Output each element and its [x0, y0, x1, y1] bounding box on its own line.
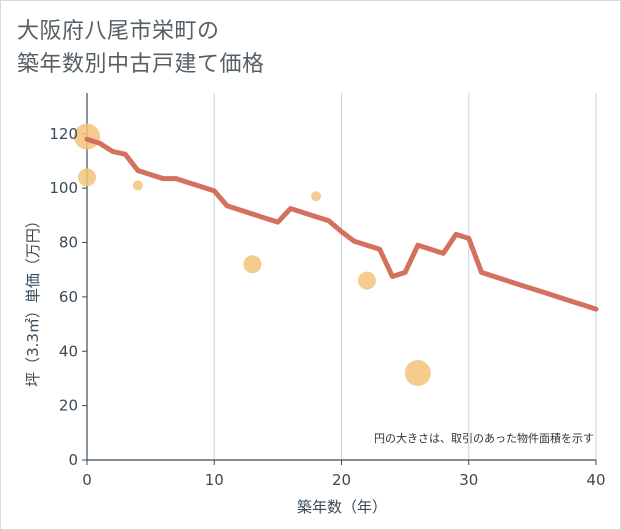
chart-title: 大阪府八尾市栄町の 築年数別中古戸建て価格 [17, 15, 265, 81]
y-tick-label-40: 40 [59, 342, 78, 360]
grid-lines [213, 93, 597, 460]
x-tick-label-10: 10 [205, 471, 224, 489]
y-tick-label-0: 0 [68, 451, 78, 469]
price-trend-line [84, 136, 599, 312]
axes [82, 93, 597, 465]
x-axis-label: 築年数（年） [297, 498, 387, 516]
y-tick-label-80: 80 [59, 234, 78, 252]
y-tick-label-100: 100 [49, 179, 78, 197]
y-tick-label-20: 20 [59, 397, 78, 415]
title-line-1: 大阪府八尾市栄町の [17, 19, 220, 44]
y-tick-label-60: 60 [59, 288, 78, 306]
scatter-point-5 [357, 271, 376, 290]
size-note: 円の大きさは、取引のあった物件面積を示す [374, 431, 594, 445]
scatter-point-3 [243, 255, 262, 274]
scatter-point-1 [78, 168, 96, 187]
line-series [84, 136, 599, 312]
scatter-point-6 [404, 360, 431, 387]
scatter-point-2 [132, 180, 143, 191]
title-line-2: 築年数別中古戸建て価格 [17, 52, 265, 77]
x-tick-label-40: 40 [586, 471, 605, 489]
y-axis-label: 坪（3.3㎡）単価（万円） [24, 213, 42, 387]
scatter-series [74, 123, 431, 387]
tick-labels: 0 20 40 60 80 100 120 0 10 20 30 40 [49, 125, 605, 489]
y-tick-label-120: 120 [49, 125, 78, 143]
x-tick-label-20: 20 [332, 471, 351, 489]
scatter-point-4 [311, 191, 322, 202]
x-tick-label-30: 30 [459, 471, 478, 489]
x-tick-label-0: 0 [82, 471, 92, 489]
